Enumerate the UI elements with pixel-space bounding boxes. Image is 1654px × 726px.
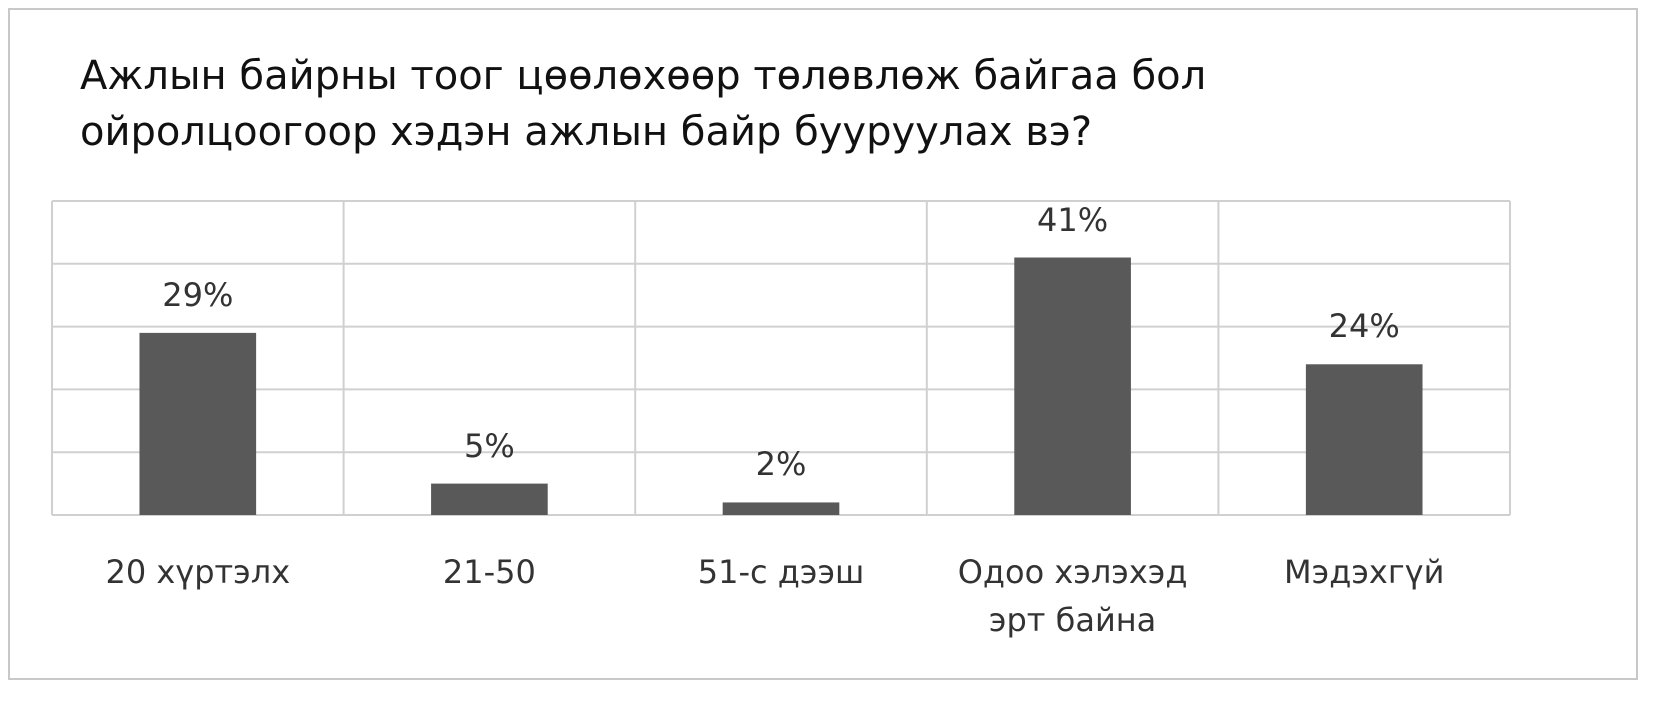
- data-label: 41%: [1037, 200, 1109, 239]
- data-label: 2%: [755, 445, 807, 484]
- bar: [1305, 364, 1423, 515]
- data-label: 29%: [162, 275, 234, 314]
- x-tick-label: Мэдэхгүй: [1284, 553, 1445, 591]
- x-tick-label: 21-50: [442, 553, 536, 591]
- x-tick-label: 20 хүртэлх: [105, 553, 291, 591]
- x-tick-label: Одоо хэлэхэд эрт байна: [957, 553, 1188, 639]
- chart-title: Ажлын байрны тоог цөөлөхөөр төлөвлөж бай…: [80, 53, 1207, 155]
- data-label: 24%: [1328, 307, 1400, 346]
- chart-frame: [8, 8, 1638, 680]
- bar: [431, 483, 548, 515]
- bar: [1014, 257, 1131, 515]
- bar: [722, 502, 840, 515]
- x-tick-label: 51-с дээш: [697, 553, 865, 591]
- bar: [139, 332, 257, 515]
- data-label: 5%: [464, 426, 515, 465]
